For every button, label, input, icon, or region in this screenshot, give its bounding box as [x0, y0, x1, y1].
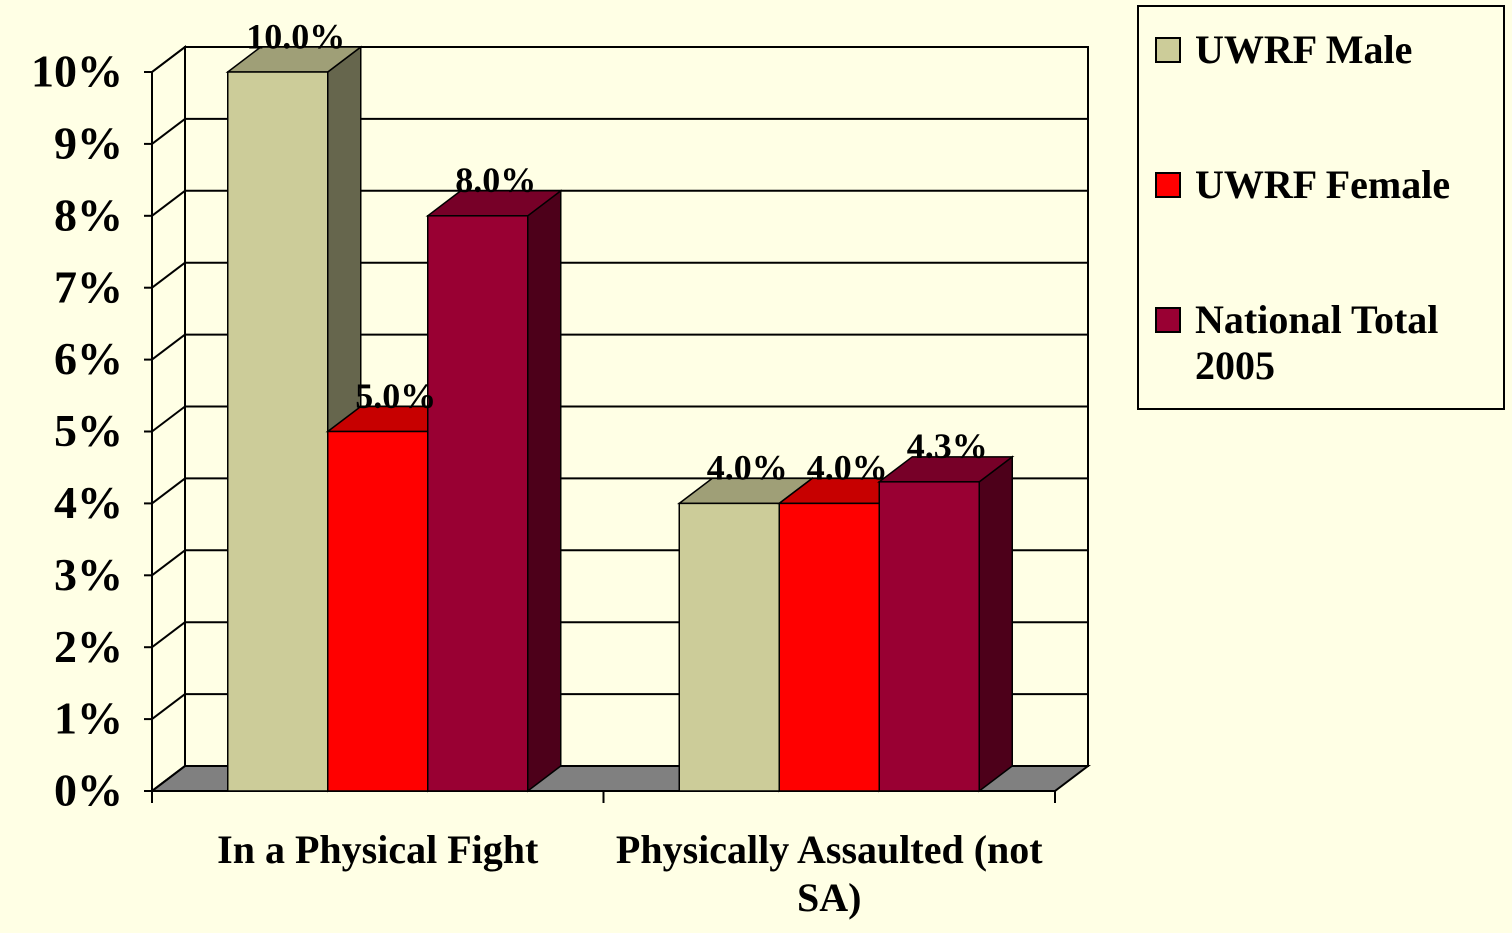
x-tick-label: In a Physical Fight	[217, 827, 539, 872]
x-tick-label: Physically Assaulted (not SA)	[615, 827, 1043, 920]
value-label: 8.0%	[455, 160, 536, 200]
grid-line	[151, 118, 186, 145]
y-tick-label: 7%	[54, 261, 123, 312]
grid-line	[151, 693, 186, 720]
legend-swatch	[1155, 172, 1181, 198]
legend-swatch	[1155, 307, 1181, 333]
grid-line	[151, 333, 186, 361]
grid-line	[151, 549, 186, 577]
bar	[878, 481, 980, 792]
grid-line	[151, 405, 186, 433]
y-tick-label: 9%	[54, 117, 123, 168]
value-label: 5.0%	[355, 376, 436, 416]
legend-label: UWRF Female	[1195, 162, 1451, 207]
bar-side	[978, 455, 1013, 793]
legend-label: UWRF Male	[1195, 27, 1413, 72]
grid-line	[151, 46, 186, 73]
grid-line	[151, 621, 186, 648]
bar	[327, 430, 429, 792]
bar	[227, 71, 329, 792]
y-tick-label: 1%	[54, 693, 123, 744]
grid-line	[151, 765, 186, 792]
bar	[678, 502, 780, 792]
value-label: 4.3%	[907, 426, 988, 466]
legend-item: National Total 2005	[1155, 297, 1495, 389]
legend-swatch	[1155, 37, 1181, 63]
bar	[427, 215, 529, 792]
legend-item: UWRF Female	[1155, 162, 1495, 208]
y-tick-label: 6%	[54, 333, 123, 384]
y-tick-label: 10%	[31, 46, 123, 97]
y-tick-label: 3%	[54, 549, 123, 600]
legend: UWRF Male UWRF Female National Total 2005	[1137, 5, 1505, 410]
value-label: 4.0%	[707, 448, 788, 488]
y-tick-label: 5%	[54, 405, 123, 456]
bar-side	[527, 189, 562, 793]
grid-line	[151, 477, 186, 505]
y-tick-label: 8%	[54, 189, 123, 240]
y-tick-label: 0%	[54, 765, 123, 816]
y-tick-label: 2%	[54, 621, 123, 672]
grid-line	[151, 261, 186, 289]
legend-item: UWRF Male	[1155, 27, 1495, 73]
y-tick-label: 4%	[54, 477, 123, 528]
bar	[778, 502, 880, 792]
value-label: 4.0%	[807, 448, 888, 488]
grid-line	[151, 190, 186, 217]
legend-label: National Total 2005	[1195, 297, 1439, 388]
value-label: 10.0%	[246, 16, 345, 56]
